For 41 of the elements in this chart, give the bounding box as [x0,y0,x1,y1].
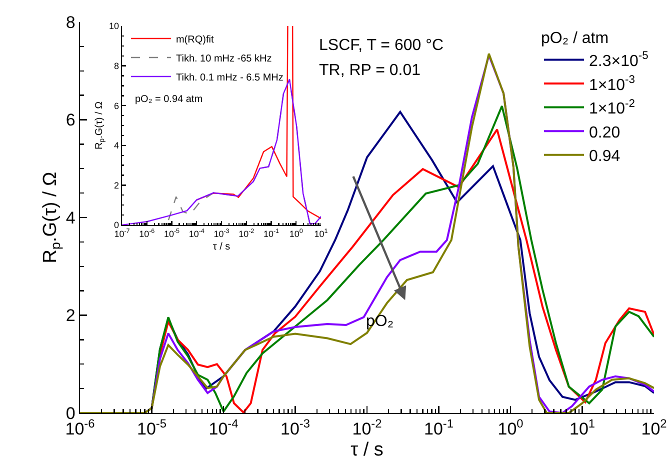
x-axis-title: τ / s [350,439,384,460]
annotation: LSCF, T = 600 °C [319,37,444,54]
legend-label: m(RQ)fit [176,34,214,46]
legend-label: Tikh. 10 mHz -65 kHz [176,53,272,64]
y-tick-label: 4 [66,208,76,228]
legend-title: pO₂ / atm [541,30,609,47]
x-tick-label: 10$^{-5}$ [137,416,167,439]
x-tick-label: 10$^{-4}$ [188,228,205,239]
x-tick-label: 10$^{0}$ [289,228,304,239]
legend-label: 1×10$^{-3}$ [589,74,635,94]
x-axis-title: τ / s [212,241,230,252]
x-tick-label: 10$^{-1}$ [263,228,280,239]
y-tick-label: 4 [114,140,119,151]
x-tick-label: 10$^{-6}$ [139,228,156,239]
x-tick-label: 10$^{-5}$ [164,228,180,239]
y-tick-label: 6 [114,100,119,111]
legend-label: 0.94 [589,148,620,166]
x-tick-label: 10$^{1}$ [569,416,596,439]
y-tick-label: 8 [66,12,76,32]
y-tick-label: 10 [108,21,119,32]
y-tick-label: 0 [114,220,119,230]
y-tick-label: 2 [114,180,119,190]
annotation: TR, RP = 0.01 [319,62,421,79]
legend-label: 1×10$^{-2}$ [589,98,635,118]
y-tick-label: 8 [114,60,119,71]
x-tick-label: 10$^{2}$ [641,416,668,439]
x-tick-label: 10$^{1}$ [314,228,328,239]
y-tick-label: 6 [66,110,76,130]
legend-label: 0.20 [589,124,620,142]
x-tick-label: 10$^{-1}$ [424,416,454,439]
x-tick-label: 10$^{-7}$ [114,228,130,239]
legend-label: Tikh. 0.1 mHz - 6.5 MHz [176,72,284,84]
x-tick-label: 10$^{-3}$ [280,416,310,439]
x-tick-label: 10$^{0}$ [498,416,524,439]
x-tick-label: 10$^{-2}$ [238,228,255,239]
y-tick-label: 2 [66,306,76,326]
x-tick-label: 10$^{-2}$ [352,416,382,439]
x-tick-label: 10$^{-4}$ [208,416,239,439]
legend-label: 2.3×10$^{-5}$ [589,50,648,70]
annotation: pO₂ = 0.94 atm [135,94,203,105]
x-tick-label: 10$^{-3}$ [214,228,230,239]
